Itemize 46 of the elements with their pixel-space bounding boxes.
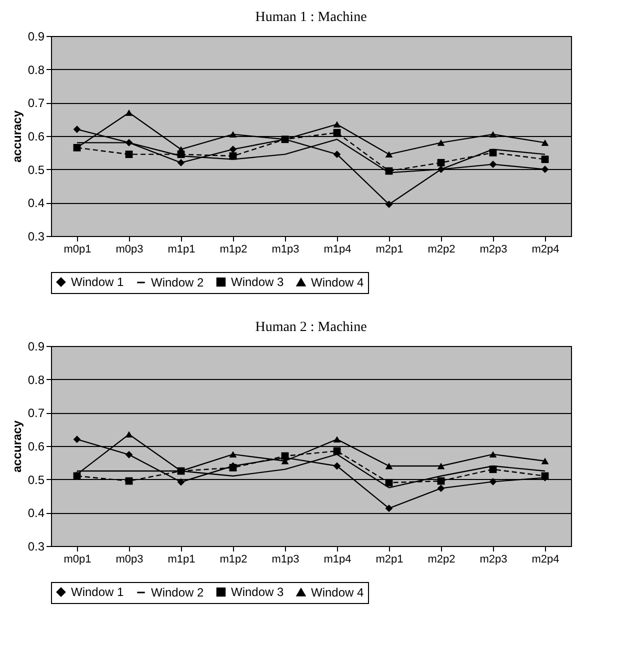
y-tick-label: 0.9: [28, 30, 45, 44]
x-tick-label: m1p3: [272, 244, 300, 256]
x-tick-label: m2p2: [428, 554, 456, 566]
legend-label: Window 4: [311, 275, 364, 290]
x-tick-label: m1p4: [324, 244, 352, 256]
y-tick-label: 0.4: [28, 196, 45, 210]
y-axis-title: accuracy: [10, 420, 24, 473]
legend-label: Window 3: [231, 585, 284, 600]
y-tick-label: 0.7: [28, 406, 45, 420]
x-tick-label: m1p1: [168, 554, 196, 566]
x-tick-label: m1p4: [324, 554, 352, 566]
x-tick-label: m2p2: [428, 244, 456, 256]
x-tick-label: m2p1: [376, 554, 404, 566]
y-axis-title: accuracy: [10, 110, 24, 163]
y-tick-label: 0.8: [28, 62, 45, 77]
x-tick-label: m1p3: [272, 554, 300, 566]
y-tick-label: 0.6: [28, 130, 45, 144]
x-tick-label: m2p3: [480, 554, 508, 566]
chart-title: Human 1 : Machine: [255, 10, 367, 25]
legend-label: Window 4: [311, 585, 364, 600]
x-tick-label: m0p1: [64, 244, 92, 256]
y-tick-label: 0.8: [28, 372, 45, 387]
y-tick-label: 0.6: [28, 440, 45, 454]
x-tick-label: m0p3: [116, 244, 144, 256]
x-tick-label: m2p4: [532, 244, 560, 256]
x-tick-label: m1p2: [220, 244, 248, 256]
x-tick-label: m0p3: [116, 554, 144, 566]
x-tick-label: m2p3: [480, 244, 508, 256]
x-tick-label: m1p1: [168, 244, 196, 256]
x-tick-label: m1p2: [220, 554, 248, 566]
x-tick-label: m0p1: [64, 554, 92, 566]
chart-title: Human 2 : Machine: [255, 320, 367, 335]
y-tick-label: 0.3: [28, 230, 45, 244]
y-tick-label: 0.3: [28, 540, 45, 554]
y-tick-label: 0.7: [28, 96, 45, 110]
y-tick-label: 0.9: [28, 340, 45, 354]
legend-label: Window 3: [231, 275, 284, 290]
legend-label: Window 1: [71, 275, 124, 290]
y-tick-label: 0.4: [28, 506, 45, 520]
x-tick-label: m2p1: [376, 244, 404, 256]
legend-label: Window 2: [151, 276, 204, 290]
y-tick-label: 0.5: [28, 162, 45, 177]
y-tick-label: 0.5: [28, 472, 45, 487]
legend-label: Window 2: [151, 586, 204, 600]
x-tick-label: m2p4: [532, 554, 560, 566]
legend-label: Window 1: [71, 585, 124, 600]
